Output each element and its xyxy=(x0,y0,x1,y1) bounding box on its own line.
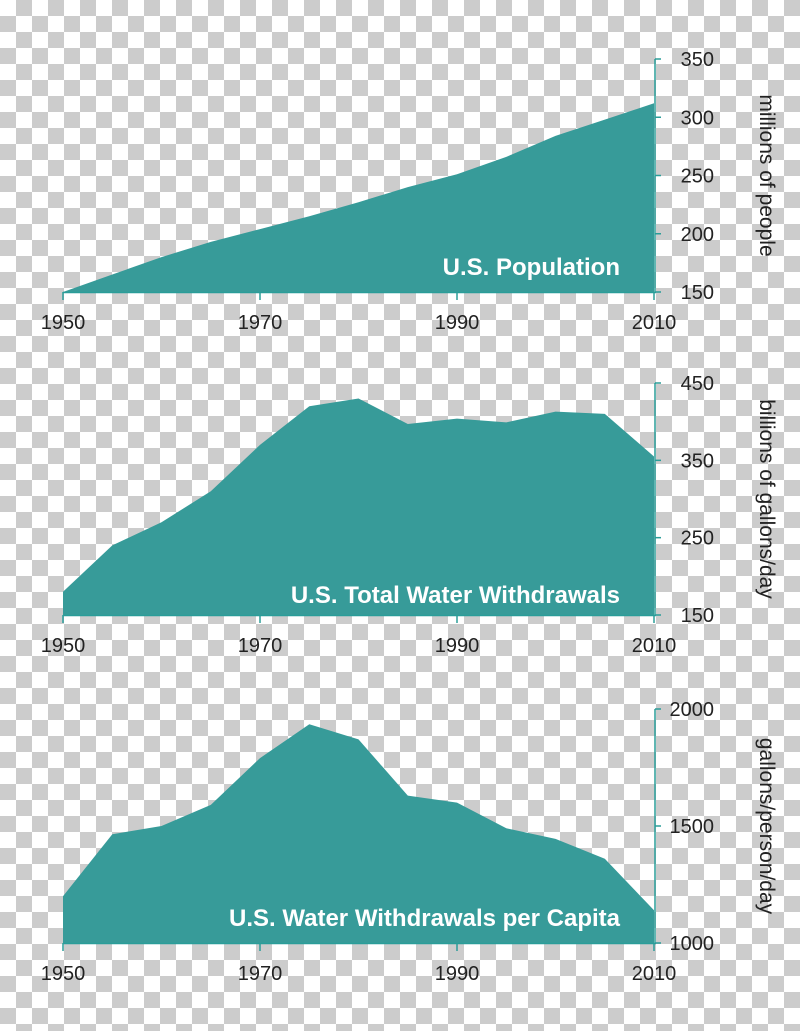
total-withdrawals-area xyxy=(63,398,654,615)
total-withdrawals-x-tick-label-1950: 1950 xyxy=(41,635,86,657)
per-capita-panel: 1950 1970 1990 2010 1000 1500 2000 gallons/pers… xyxy=(41,699,778,985)
population-y-tick-label-350: 350 xyxy=(681,49,714,71)
total-withdrawals-x-tick-label-2010: 2010 xyxy=(632,635,677,657)
population-x-tick-label-2010: 2010 xyxy=(632,312,677,334)
population-x-tick-label-1970: 1970 xyxy=(238,312,283,334)
total-withdrawals-y-tick-label-350: 350 xyxy=(681,450,714,472)
total-withdrawals-y-axis-label: billions of gallons/day xyxy=(755,399,778,599)
per-capita-y-axis-label: gallons/person/day xyxy=(755,738,778,915)
total-withdrawals-y-tick-label-450: 450 xyxy=(681,373,714,395)
per-capita-title: U.S. Water Withdrawals per Capita xyxy=(229,905,621,932)
per-capita-x-tick-label-1950: 1950 xyxy=(41,963,86,985)
per-capita-y-tick-label-1500: 1500 xyxy=(670,816,715,838)
per-capita-y-tick-label-2000: 2000 xyxy=(670,699,715,721)
population-y-tick-label-150: 150 xyxy=(681,282,714,304)
total-withdrawals-x-tick-label-1990: 1990 xyxy=(435,635,480,657)
total-withdrawals-y-tick-label-150: 150 xyxy=(681,605,714,627)
per-capita-x-tick-label-2010: 2010 xyxy=(632,963,677,985)
per-capita-x-tick-label-1970: 1970 xyxy=(238,963,283,985)
total-withdrawals-y-tick-label-250: 250 xyxy=(681,528,714,550)
per-capita-y-tick-label-1000: 1000 xyxy=(670,933,715,955)
total-withdrawals-title: U.S. Total Water Withdrawals xyxy=(291,582,620,609)
population-y-tick-label-250: 250 xyxy=(681,166,714,188)
total-withdrawals-x-tick-label-1970: 1970 xyxy=(238,635,283,657)
population-y-tick-label-200: 200 xyxy=(681,224,714,246)
population-y-tick-label-300: 300 xyxy=(681,107,714,129)
population-x-tick-label-1990: 1990 xyxy=(435,312,480,334)
population-x-tick-label-1950: 1950 xyxy=(41,312,86,334)
per-capita-x-tick-label-1990: 1990 xyxy=(435,963,480,985)
population-y-axis-label: millions of people xyxy=(755,94,778,256)
population-area xyxy=(63,103,654,292)
per-capita-area xyxy=(63,724,654,943)
population-title: U.S. Population xyxy=(443,254,620,281)
